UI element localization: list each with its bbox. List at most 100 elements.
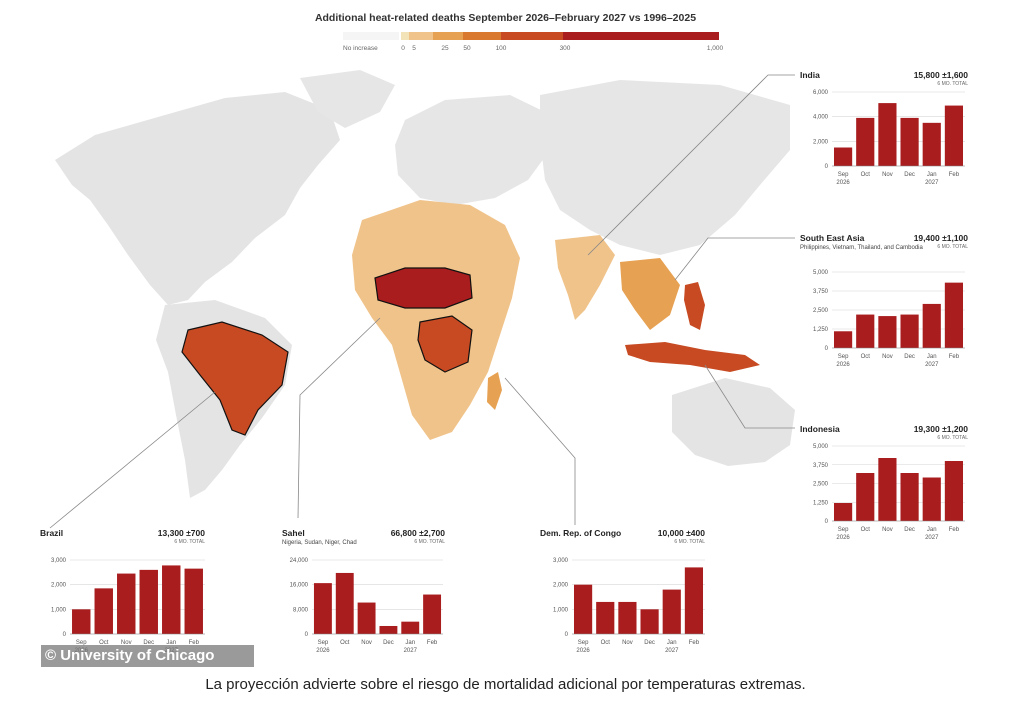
x-year-label-sea: 2026	[836, 362, 850, 368]
x-tick-label-drc: Sep	[578, 640, 589, 646]
x-tick-label-drc: Oct	[601, 640, 611, 646]
x-year-label-sahel: 2027	[404, 648, 418, 654]
india-shape	[555, 235, 615, 320]
color-legend: No increase 0 5 25 50 100 300 1,000	[343, 31, 723, 61]
bar-sea-nov	[878, 316, 897, 348]
bar-india-nov	[878, 103, 897, 166]
chart-subtitle-sea: Philippines, Vietnam, Thailand, and Camb…	[800, 245, 924, 251]
x-tick-label-india: Sep	[838, 172, 849, 178]
x-tick-label-india: Dec	[904, 172, 915, 178]
legend-no-increase-label: No increase	[343, 45, 378, 52]
bar-brazil-sep	[72, 609, 91, 634]
x-year-label-sahel: 2026	[316, 648, 330, 654]
y-tick-label-drc: 2,000	[553, 583, 569, 589]
y-tick-label-sea: 3,750	[813, 289, 829, 295]
chart-total-label-indonesia: 6 MO. TOTAL	[937, 435, 968, 441]
y-tick-label-drc: 3,000	[553, 558, 569, 564]
chart-total-label-sahel: 6 MO. TOTAL	[414, 539, 445, 545]
greenland-shape	[300, 70, 395, 128]
x-tick-label-india: Feb	[949, 172, 960, 178]
bar-drc-nov	[618, 601, 637, 634]
x-tick-label-drc: Dec	[644, 640, 655, 646]
y-tick-label-brazil: 2,000	[51, 583, 67, 589]
x-tick-label-indonesia: Jan	[927, 527, 937, 533]
x-tick-label-sea: Sep	[838, 354, 849, 360]
x-tick-label-indonesia: Nov	[882, 527, 893, 533]
y-tick-label-sea: 1,250	[813, 327, 829, 333]
x-year-label-drc: 2027	[665, 648, 679, 654]
chart-subtitle-sahel: Nigeria, Sudan, Niger, Chad	[282, 540, 357, 546]
bar-sahel-sep	[313, 583, 332, 634]
x-tick-label-indonesia: Sep	[838, 527, 849, 533]
y-tick-label-india: 4,000	[813, 115, 829, 121]
x-tick-label-sahel: Dec	[383, 640, 394, 646]
bar-india-dec	[900, 117, 919, 166]
europe-shape	[395, 95, 550, 205]
chart-total-label-drc: 6 MO. TOTAL	[674, 539, 705, 545]
x-tick-label-brazil: Dec	[143, 640, 154, 646]
x-tick-label-sea: Jan	[927, 354, 937, 360]
x-tick-label-sea: Nov	[882, 354, 893, 360]
y-tick-label-indonesia: 3,750	[813, 463, 829, 469]
x-tick-label-sahel: Nov	[361, 640, 372, 646]
chart-title-sahel: Sahel	[282, 528, 305, 538]
chart-total-label-sea: 6 MO. TOTAL	[937, 244, 968, 250]
indonesia-shape	[625, 342, 760, 372]
bar-sea-feb	[944, 282, 964, 348]
philippines-shape	[684, 282, 705, 330]
leader-sea	[674, 237, 795, 281]
bar-sahel-dec	[379, 625, 398, 634]
bar-indonesia-sep	[833, 503, 853, 521]
bar-sahel-jan	[401, 621, 420, 634]
bar-brazil-jan	[162, 565, 181, 634]
legend-swatch-4	[463, 32, 501, 40]
bar-drc-sep	[573, 584, 593, 634]
bar-drc-feb	[684, 567, 704, 634]
legend-tick-25: 25	[441, 45, 449, 52]
bar-indonesia-jan	[922, 477, 941, 521]
bar-india-oct	[856, 117, 875, 166]
x-year-label-sea: 2027	[925, 362, 939, 368]
legend-tick-50: 50	[463, 45, 471, 52]
y-tick-label-sea: 2,500	[813, 308, 829, 314]
chart-title-drc: Dem. Rep. of Congo	[540, 528, 621, 538]
y-tick-label-drc: 0	[565, 632, 569, 638]
x-tick-label-brazil: Oct	[99, 640, 109, 646]
x-tick-label-india: Oct	[861, 172, 871, 178]
sahel-shape	[374, 267, 473, 309]
x-tick-label-brazil: Sep	[76, 640, 87, 646]
southeast-asia-shape	[620, 258, 680, 330]
bar-sahel-feb	[423, 594, 442, 634]
north-america-shape	[55, 92, 340, 305]
x-tick-label-sahel: Feb	[427, 640, 438, 646]
bar-brazil-oct	[94, 588, 113, 634]
bar-brazil-feb	[184, 568, 203, 634]
legend-tick-1000: 1,000	[706, 45, 724, 52]
y-tick-label-brazil: 3,000	[51, 558, 67, 564]
x-tick-label-sahel: Sep	[318, 640, 329, 646]
chart-total-sea: 19,400 ±1,100	[914, 233, 969, 243]
x-tick-label-indonesia: Dec	[904, 527, 915, 533]
bar-sea-oct	[856, 314, 875, 348]
figure-title: Additional heat-related deaths September…	[314, 12, 697, 24]
x-tick-label-sahel: Jan	[405, 640, 415, 646]
bar-drc-dec	[640, 609, 659, 634]
y-tick-label-drc: 1,000	[553, 607, 569, 613]
chart-total-indonesia: 19,300 ±1,200	[914, 424, 969, 434]
legend-swatch-2	[409, 32, 433, 40]
bar-drc-jan	[662, 589, 681, 634]
y-tick-label-brazil: 1,000	[51, 607, 67, 613]
chart-total-label-india: 6 MO. TOTAL	[937, 81, 968, 87]
brazil-shape	[181, 321, 289, 436]
legend-swatch-1	[401, 32, 409, 40]
bar-indonesia-nov	[878, 458, 897, 521]
y-tick-label-india: 2,000	[813, 139, 829, 145]
x-tick-label-drc: Nov	[622, 640, 633, 646]
bar-sea-jan	[922, 303, 941, 348]
y-tick-label-india: 6,000	[813, 90, 829, 96]
